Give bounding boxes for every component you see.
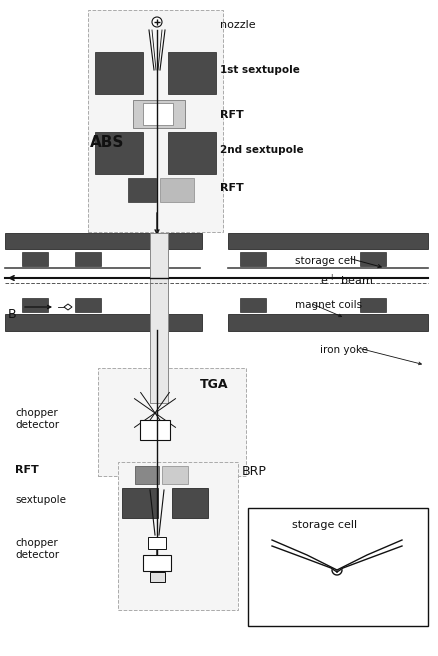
Bar <box>148 537 166 549</box>
Text: 1st sextupole: 1st sextupole <box>220 65 300 75</box>
Text: chopper: chopper <box>15 408 58 418</box>
Bar <box>5 233 202 249</box>
Bar <box>168 132 216 174</box>
Bar <box>172 488 208 518</box>
Bar <box>22 252 48 266</box>
Bar <box>248 508 428 626</box>
Bar <box>88 10 223 232</box>
Text: chopper: chopper <box>15 538 58 548</box>
Text: RFT: RFT <box>15 465 39 475</box>
Text: RFT: RFT <box>220 183 244 193</box>
Bar <box>95 132 143 174</box>
Bar <box>98 368 246 476</box>
Text: B: B <box>8 308 17 321</box>
Bar <box>168 52 216 94</box>
Bar <box>143 555 171 571</box>
Bar <box>118 462 238 610</box>
Text: storage cell: storage cell <box>295 256 356 266</box>
Text: RFT: RFT <box>220 110 244 120</box>
Text: TGA: TGA <box>200 378 229 391</box>
Bar <box>133 100 185 128</box>
Text: e$^+$ beam: e$^+$ beam <box>320 273 373 288</box>
Text: detector: detector <box>15 550 59 560</box>
Text: 2nd sextupole: 2nd sextupole <box>220 145 304 155</box>
Polygon shape <box>64 304 72 310</box>
Bar <box>228 233 428 249</box>
Text: ABS: ABS <box>90 135 124 150</box>
Bar <box>162 466 188 484</box>
Bar <box>75 298 101 312</box>
Bar <box>360 298 386 312</box>
Text: iron yoke: iron yoke <box>320 345 368 355</box>
Text: detector: detector <box>15 420 59 430</box>
Bar <box>160 178 194 202</box>
Bar <box>135 466 159 484</box>
Circle shape <box>152 17 162 27</box>
Bar <box>150 233 168 403</box>
Bar <box>95 52 143 94</box>
Bar <box>5 314 202 331</box>
Bar <box>22 298 48 312</box>
Bar <box>122 488 158 518</box>
Bar <box>240 298 266 312</box>
Text: magnet coils: magnet coils <box>295 300 362 310</box>
Bar <box>240 252 266 266</box>
Bar <box>360 252 386 266</box>
Bar <box>75 252 101 266</box>
Bar <box>128 178 156 202</box>
Text: nozzle: nozzle <box>220 20 256 30</box>
Text: sextupole: sextupole <box>15 495 66 505</box>
Bar <box>150 572 165 582</box>
Bar <box>228 314 428 331</box>
Text: storage cell: storage cell <box>292 520 357 530</box>
Text: BRP: BRP <box>242 465 267 478</box>
Bar <box>143 103 173 125</box>
Bar <box>140 420 170 440</box>
